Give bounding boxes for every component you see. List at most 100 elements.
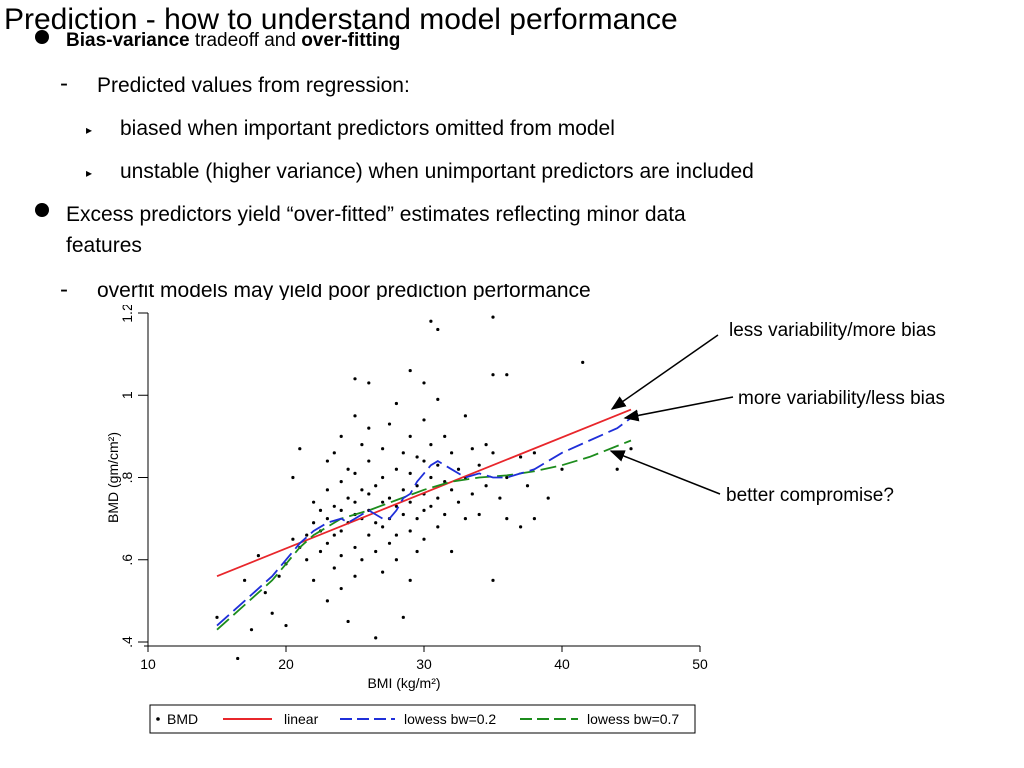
bmd-point bbox=[436, 327, 440, 332]
bmd-point bbox=[339, 480, 343, 484]
bmd-point bbox=[422, 418, 426, 422]
bmd-point bbox=[353, 414, 357, 418]
bmd-point bbox=[443, 480, 447, 484]
x-tick-label: 30 bbox=[416, 656, 432, 672]
bmd-point bbox=[367, 381, 371, 385]
triangle-bullet-1: ▸ bbox=[86, 123, 93, 137]
sub-sub-bullet-2: unstable (higher variance) when unimport… bbox=[120, 160, 754, 183]
lowess-bw07-line bbox=[216, 439, 632, 631]
bmd-point bbox=[491, 578, 495, 582]
bmd-point bbox=[436, 496, 440, 500]
bmd-point bbox=[408, 578, 412, 582]
bmd-point bbox=[353, 574, 357, 578]
y-axis-label: BMD (gm/cm²) bbox=[105, 432, 121, 523]
bmd-point bbox=[429, 319, 433, 323]
bmd-point bbox=[249, 628, 254, 632]
bmd-point bbox=[332, 566, 336, 570]
bmd-point bbox=[332, 533, 336, 537]
bmd-point bbox=[277, 574, 281, 578]
bmd-point bbox=[394, 467, 398, 471]
bmd-point bbox=[443, 434, 447, 438]
y-tick-label: .6 bbox=[119, 554, 135, 566]
bmd-point bbox=[415, 549, 419, 554]
legend-bmd-marker bbox=[156, 717, 160, 721]
bmd-point bbox=[394, 558, 398, 562]
bmd-point bbox=[325, 517, 329, 521]
bmd-point bbox=[381, 570, 385, 574]
bmd-point bbox=[381, 500, 385, 504]
bmd-point bbox=[367, 492, 371, 496]
bmd-point bbox=[339, 508, 343, 512]
bmd-point bbox=[415, 484, 419, 488]
bmd-point bbox=[332, 451, 336, 455]
x-tick-label: 50 bbox=[692, 656, 708, 672]
bmd-point bbox=[615, 467, 619, 471]
slide-title: Prediction - how to understand model per… bbox=[4, 3, 678, 36]
bmd-point bbox=[470, 447, 474, 451]
y-tick-label: 1.2 bbox=[119, 305, 135, 323]
bmd-point bbox=[256, 554, 260, 558]
bmd-point bbox=[505, 475, 509, 480]
bmd-point bbox=[387, 422, 392, 426]
bmd-point bbox=[401, 451, 405, 455]
bmd-point bbox=[422, 459, 426, 463]
bmd-point bbox=[387, 541, 392, 545]
bmd-point bbox=[381, 525, 385, 529]
bmd-point bbox=[325, 541, 329, 545]
bmd-point bbox=[353, 500, 357, 504]
bmd-point bbox=[215, 615, 219, 619]
bmd-point bbox=[318, 508, 323, 512]
bmd-point bbox=[381, 447, 385, 451]
bmd-point bbox=[525, 484, 530, 488]
bmd-point bbox=[408, 368, 412, 373]
bmd-point bbox=[463, 517, 467, 521]
bmd-point bbox=[360, 488, 364, 492]
bmd-point bbox=[325, 488, 329, 492]
bmd-point bbox=[325, 459, 329, 463]
bmd-bmi-chart: 10 20 30 40 50 .4 .6 .8 1 1.2 BMI (kg/m²) BMD (gm/c… bbox=[100, 305, 710, 745]
clipped-sub-bullet: - overfit models may yield poor predicti… bbox=[0, 284, 700, 300]
sub-dash-1: - bbox=[60, 70, 68, 97]
bmd-point bbox=[505, 517, 509, 521]
bmd-point bbox=[374, 636, 378, 640]
bmd-point bbox=[374, 484, 378, 488]
bmd-point bbox=[312, 578, 316, 582]
arrow-less-variability bbox=[610, 334, 719, 410]
bmd-point bbox=[463, 414, 467, 418]
sub-bullet-1: Predicted values from regression: bbox=[97, 74, 410, 97]
bmd-point bbox=[450, 549, 454, 554]
bmd-point bbox=[422, 537, 426, 541]
bmd-point bbox=[408, 529, 412, 533]
bmd-point bbox=[429, 504, 433, 508]
chart-background bbox=[100, 305, 710, 745]
bmd-point bbox=[339, 554, 343, 558]
bmd-point bbox=[456, 467, 461, 471]
y-tick-label: .4 bbox=[119, 636, 135, 648]
bmd-point bbox=[456, 500, 461, 504]
bmd-point bbox=[374, 521, 378, 525]
bmd-point bbox=[339, 586, 343, 591]
bmd-point bbox=[243, 578, 247, 582]
bmd-point bbox=[291, 475, 295, 480]
bmd-point bbox=[367, 426, 371, 430]
bullet-2-line-2: features bbox=[66, 234, 142, 257]
annotation-more-variability: more variability/less bias bbox=[738, 388, 945, 409]
bmd-point bbox=[581, 360, 585, 364]
bmd-point bbox=[270, 611, 274, 615]
bullet-dot-1 bbox=[35, 30, 49, 44]
bmd-point bbox=[629, 447, 633, 451]
over-fitting-term: over-fitting bbox=[301, 30, 401, 51]
y-tick-label: .8 bbox=[119, 471, 135, 483]
bmd-point bbox=[346, 496, 350, 500]
bmd-point bbox=[415, 455, 419, 459]
bmd-point bbox=[408, 471, 412, 475]
bmd-point bbox=[401, 488, 405, 492]
arrow-better-compromise bbox=[609, 450, 721, 495]
bmd-point bbox=[394, 533, 398, 537]
x-axis-label: BMI (kg/m²) bbox=[367, 675, 440, 691]
legend-lowess02-label: lowess bw=0.2 bbox=[404, 711, 496, 727]
bmd-point bbox=[401, 615, 405, 619]
annotation-better-compromise: better compromise? bbox=[726, 485, 894, 506]
bmd-point bbox=[401, 512, 405, 517]
